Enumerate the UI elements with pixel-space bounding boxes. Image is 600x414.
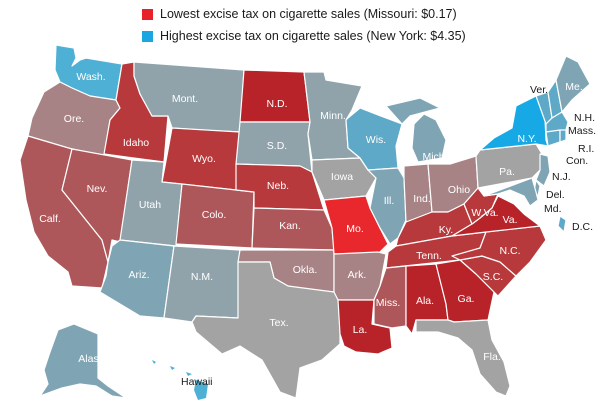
label-idaho: Idaho (123, 137, 149, 149)
label-nd: N.D. (267, 98, 288, 110)
outside-labels: Ver. N.H. Mass. R.I. Con. N.J. Del. Md. … (181, 84, 596, 388)
label-miss: Miss. (376, 297, 401, 309)
label-me: Me. (565, 81, 583, 93)
label-wis: Wis. (366, 134, 386, 146)
label-ore: Ore. (64, 113, 84, 125)
label-mo: Mo. (346, 223, 364, 235)
label-del: Del. (546, 189, 565, 201)
state-texas[interactable] (191, 261, 341, 399)
label-mont: Mont. (172, 93, 198, 105)
label-sd: S.D. (267, 140, 287, 152)
label-ver: Ver. (530, 84, 548, 96)
state-florida[interactable] (415, 319, 511, 397)
legend-label-highest: Highest excise tax on cigarette sales (N… (160, 29, 466, 43)
state-alaska[interactable] (39, 323, 127, 399)
label-la: La. (353, 324, 368, 336)
label-nev: Nev. (87, 183, 108, 195)
state-michigan[interactable] (385, 97, 447, 163)
label-ny: N.Y. (517, 133, 536, 145)
label-ind: Ind. (413, 193, 431, 205)
label-kan: Kan. (279, 220, 301, 232)
state-hawaii[interactable] (152, 360, 208, 400)
label-okla: Okla. (293, 264, 318, 276)
legend-label-lowest: Lowest excise tax on cigarette sales (Mi… (160, 7, 457, 21)
state-rhode-island[interactable] (559, 129, 567, 143)
label-iowa: Iowa (331, 171, 353, 183)
map-legend: Lowest excise tax on cigarette sales (Mi… (142, 4, 466, 48)
label-hawaii: Hawaii (181, 376, 213, 388)
label-ariz: Ariz. (129, 269, 150, 281)
state-labels: Wash. Ore. Calf. Idaho Nev. Mont. Wyo. U… (39, 71, 583, 365)
label-tex: Tex. (269, 317, 288, 329)
state-new-york[interactable] (479, 95, 549, 151)
state-new-mexico[interactable] (163, 245, 241, 323)
legend-item-lowest: Lowest excise tax on cigarette sales (Mi… (142, 4, 466, 24)
state-louisiana[interactable] (337, 299, 393, 355)
label-mich: Mich. (422, 151, 447, 163)
label-md: Md. (544, 203, 562, 215)
state-new-jersey[interactable] (535, 153, 551, 187)
legend-item-highest: Highest excise tax on cigarette sales (N… (142, 26, 466, 46)
label-fla: Fla. (483, 351, 501, 363)
label-ga: Ga. (458, 293, 475, 305)
state-illinois[interactable] (367, 167, 407, 245)
label-ky: Ky. (439, 224, 453, 236)
label-nm: N.M. (191, 271, 213, 283)
label-wyo: Wyo. (192, 153, 216, 165)
label-ark: Ark. (348, 269, 367, 281)
label-dc: D.C. (572, 221, 593, 233)
label-ohio: Ohio (448, 184, 470, 196)
label-utah: Utah (139, 199, 161, 211)
label-wva: W.Va. (471, 207, 498, 219)
label-nj: N.J. (552, 171, 571, 183)
state-dc[interactable] (557, 215, 567, 233)
label-wash: Wash. (76, 71, 105, 83)
state-connecticut[interactable] (545, 129, 561, 147)
state-north-carolina[interactable] (451, 225, 547, 277)
state-maryland[interactable] (483, 177, 539, 207)
label-con: Con. (566, 155, 588, 167)
label-nc: N.C. (500, 245, 521, 257)
label-ri: R.I. (578, 143, 594, 155)
label-mass: Mass. (568, 125, 596, 137)
label-minn: Minn. (320, 110, 346, 122)
label-colo: Colo. (202, 209, 227, 221)
label-alaska: Alaska (78, 353, 110, 365)
label-nh: N.H. (574, 112, 595, 124)
state-west-virginia[interactable] (463, 187, 499, 225)
state-north-dakota[interactable] (239, 69, 311, 123)
label-sc: S.C. (483, 271, 503, 283)
highest-swatch (142, 30, 153, 42)
label-ill: Ill. (384, 195, 395, 207)
label-va: Va. (503, 214, 518, 226)
label-pa: Pa. (499, 166, 515, 178)
lowest-swatch (142, 8, 153, 20)
label-calf: Calf. (39, 213, 61, 225)
label-tenn: Tenn. (416, 250, 442, 262)
label-neb: Neb. (267, 180, 289, 192)
state-missouri[interactable] (323, 195, 389, 255)
label-ala: Ala. (416, 295, 434, 307)
